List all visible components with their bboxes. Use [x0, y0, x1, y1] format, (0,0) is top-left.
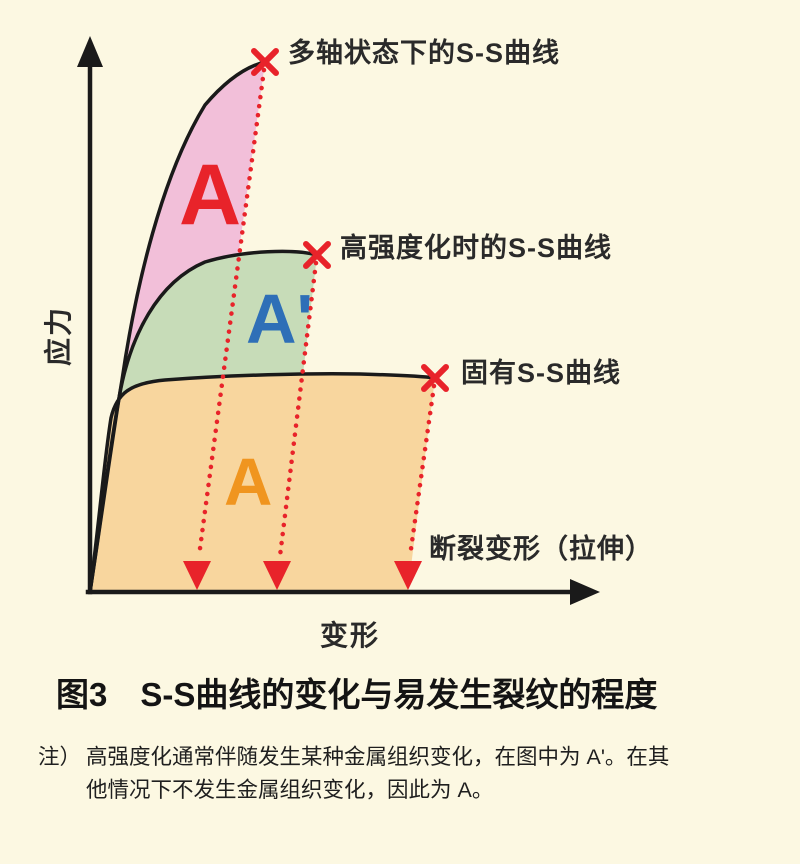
- drop-line-strengthened: [277, 260, 319, 559]
- fracture-arrowhead-multiaxial: [183, 561, 211, 590]
- footnote-text: 高强度化通常伴随发生某种金属组织变化，在图中为 A'。在其 他情况下不发生金属组…: [86, 741, 669, 807]
- x-axis-label: 变形: [319, 620, 380, 651]
- area-a-prime-strengthened: [90, 251, 317, 593]
- fracture-x-marker-multiaxial: [251, 48, 279, 76]
- fracture-x-marker-strengthened: [303, 241, 331, 269]
- curve-strengthened: [88, 249, 319, 594]
- footnote-line-2: 他情况下不发生金属组织变化，因此为 A。: [86, 778, 494, 802]
- curve-inherent: [88, 372, 437, 594]
- footnote-marker: 注）: [38, 745, 82, 769]
- area-a-multiaxial: [90, 62, 265, 592]
- y-axis-label: 应力: [43, 305, 74, 366]
- figure-caption: 图3 S-S曲线的变化与易发生裂纹的程度: [56, 668, 657, 716]
- x-axis-arrowhead: [570, 579, 600, 605]
- label-curve-multiaxial: 多轴状态下的S-S曲线: [288, 38, 561, 68]
- footnote: 注） 高强度化通常伴随发生某种金属组织变化，在图中为 A'。在其 他情况下不发生…: [38, 741, 669, 807]
- label-curve-inherent: 固有S-S曲线: [461, 358, 622, 388]
- label-fracture-deformation: 断裂变形（拉伸）: [429, 534, 653, 564]
- figure-title: S-S曲线的变化与易发生裂纹的程度: [140, 676, 658, 713]
- ss-curve-diagram: [77, 36, 600, 605]
- drop-line-inherent: [407, 383, 437, 559]
- drop-line-multiaxial: [196, 67, 267, 559]
- area-a-inherent: [90, 373, 435, 592]
- fracture-arrowhead-inherent: [394, 561, 422, 590]
- area-letter-a-orange: A: [224, 445, 273, 520]
- fracture-arrowhead-strengthened: [263, 561, 291, 590]
- area-letter-a-red: A: [179, 147, 242, 243]
- label-curve-strengthened: 高强度化时的S-S曲线: [340, 233, 613, 263]
- area-letter-a-prime-blue: A': [246, 280, 314, 358]
- figure-number: 图3: [56, 676, 108, 713]
- footnote-line-1: 高强度化通常伴随发生某种金属组织变化，在图中为 A'。在其: [86, 745, 670, 769]
- fracture-x-marker-inherent: [421, 364, 449, 392]
- y-axis-arrowhead: [77, 36, 103, 67]
